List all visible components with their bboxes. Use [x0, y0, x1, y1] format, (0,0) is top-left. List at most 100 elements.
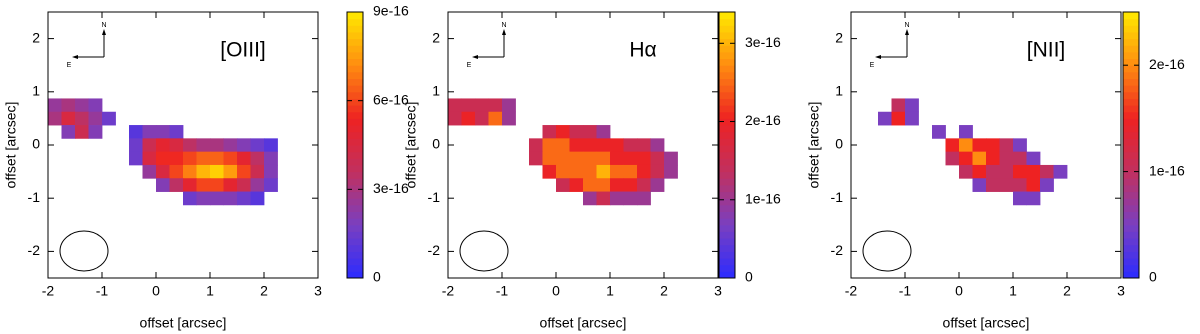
- heatmap-cell: [210, 178, 224, 192]
- heatmap-cell: [610, 178, 624, 192]
- colorbar-band: [719, 231, 735, 239]
- heatmap-cell: [196, 191, 211, 206]
- heatmap-cell: [596, 191, 611, 206]
- y-axis-label: offset [arcsec]: [403, 102, 419, 189]
- heatmap-cell: [183, 178, 197, 192]
- colorbar-band: [347, 198, 363, 206]
- heatmap-cell: [129, 151, 143, 166]
- heatmap-cell: [196, 151, 211, 166]
- colorbar-tick-label: 2e-16: [1149, 56, 1185, 72]
- colorbar-band: [347, 118, 363, 126]
- x-tick-label: 0: [955, 283, 963, 299]
- colorbar-tick-label: 3e-16: [373, 180, 409, 196]
- compass-arrowhead: [472, 55, 478, 59]
- colorbar-band: [347, 12, 363, 20]
- colorbar-band: [1123, 238, 1139, 246]
- colorbar-band: [1123, 204, 1139, 212]
- x-tick-label: -1: [496, 283, 509, 299]
- heatmap-cell: [650, 178, 665, 192]
- colorbar-band: [347, 78, 363, 86]
- heatmap-cell: [156, 138, 170, 153]
- heatmap-cell: [1013, 138, 1027, 153]
- heatmap-cell: [88, 98, 103, 113]
- colorbar-tick-label: 3e-16: [745, 34, 781, 50]
- colorbar-band: [719, 171, 735, 179]
- heatmap-cell: [250, 178, 265, 192]
- colorbar-band: [347, 158, 363, 166]
- heatmap-cell: [610, 164, 624, 179]
- colorbar-band: [347, 111, 363, 119]
- heatmap-cell: [891, 98, 906, 113]
- heatmap-cell: [237, 138, 251, 153]
- heatmap-cell: [623, 138, 638, 153]
- y-tick-label: -1: [831, 189, 844, 205]
- beam: [862, 230, 912, 272]
- heatmap-cell: [905, 98, 919, 113]
- colorbar-band: [347, 145, 363, 153]
- heatmap-cell: [461, 98, 476, 113]
- heatmap-cell: [169, 178, 184, 192]
- x-tick-label: -2: [845, 283, 858, 299]
- heatmap-cell: [945, 151, 960, 166]
- heatmap-cell: [623, 151, 638, 166]
- x-axis-label: offset [arcsec]: [943, 315, 1030, 331]
- heatmap-cell: [142, 138, 157, 153]
- colorbar-band: [1123, 258, 1139, 266]
- colorbar-band: [719, 91, 735, 99]
- heatmap-cell: [142, 151, 157, 166]
- compass-arrowhead: [875, 55, 881, 59]
- heatmap-cell: [542, 125, 557, 139]
- colorbar-band: [347, 31, 363, 40]
- heatmap-cell: [529, 151, 543, 166]
- heatmap-cell: [623, 191, 638, 206]
- colorbar-band: [719, 158, 735, 166]
- colorbar-tick-label: 1e-16: [1149, 162, 1185, 178]
- heatmap-cell: [223, 138, 238, 153]
- heatmap-cell: [61, 125, 76, 139]
- heatmap-cell: [237, 151, 251, 166]
- heatmap-cell: [999, 138, 1014, 153]
- heatmap-cell: [448, 111, 462, 126]
- heatmap-cell: [142, 164, 157, 179]
- colorbar-band: [347, 85, 363, 93]
- colorbar-band: [719, 105, 735, 113]
- heatmap-cell: [183, 164, 197, 179]
- heatmap-cell: [1026, 151, 1041, 166]
- heatmap-cell: [223, 151, 238, 166]
- colorbar-band: [347, 105, 363, 113]
- heatmap-cell: [637, 138, 651, 153]
- panel-title: Hα: [629, 39, 656, 62]
- heatmap-cell: [75, 125, 89, 139]
- colorbar-band: [347, 91, 363, 99]
- heatmap-cell: [945, 138, 960, 153]
- colorbar-band: [347, 231, 363, 239]
- heatmap-cell: [61, 111, 76, 126]
- y-tick-label: 2: [835, 29, 843, 45]
- heatmap-cell: [999, 151, 1014, 166]
- colorbar-band: [1123, 264, 1139, 272]
- heatmap-cell: [569, 138, 584, 153]
- colorbar-band: [719, 85, 735, 93]
- colorbar-band: [1123, 164, 1139, 173]
- heatmap-cell: [959, 125, 973, 139]
- heatmap-cell: [502, 111, 516, 126]
- x-axis-label: offset [arcsec]: [540, 315, 627, 331]
- heatmap-cell: [583, 164, 597, 179]
- heatmap-cell: [650, 151, 665, 166]
- panel-title: [OIII]: [220, 39, 266, 62]
- heatmap-cell: [169, 125, 184, 139]
- heatmap-cell: [48, 111, 62, 126]
- compass-arrowhead: [502, 29, 506, 35]
- heatmap-cell: [972, 178, 987, 192]
- heatmap-cell: [569, 178, 584, 192]
- colorbar-band: [719, 151, 735, 159]
- heatmap-cell: [972, 138, 987, 153]
- colorbar-band: [347, 65, 363, 73]
- compass-east: E: [870, 62, 875, 69]
- heatmap-cell: [623, 178, 638, 192]
- beam: [59, 230, 109, 272]
- heatmap-cell: [529, 138, 543, 153]
- colorbar-band: [1123, 158, 1139, 166]
- colorbar-band: [1123, 131, 1139, 139]
